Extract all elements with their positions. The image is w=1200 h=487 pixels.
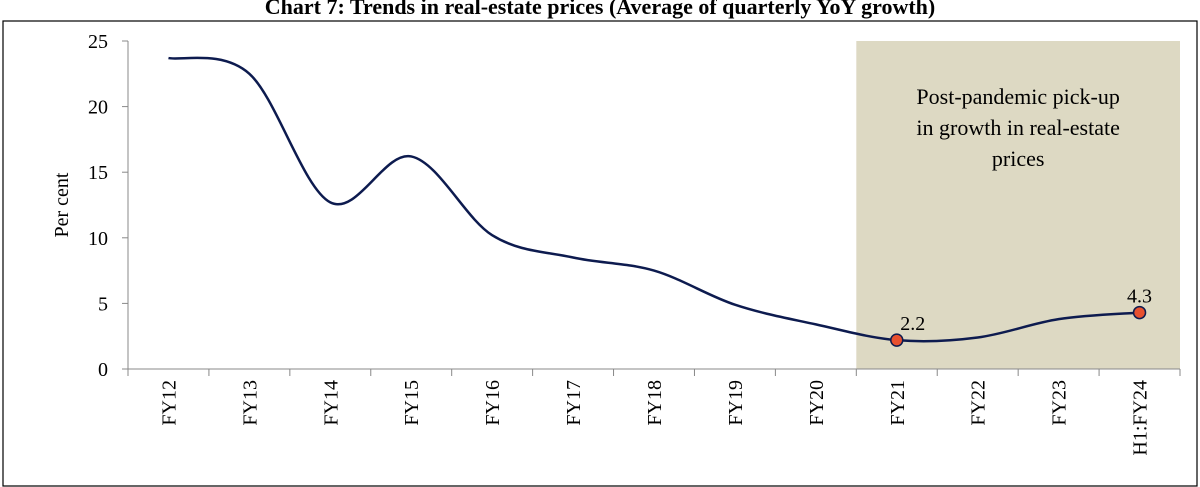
- marker: [1132, 305, 1147, 320]
- x-tick-label: FY20: [806, 380, 828, 426]
- x-tick-label: FY21: [887, 380, 909, 426]
- x-tick-label: FY18: [644, 380, 666, 426]
- line: [168, 56, 1140, 343]
- y-tick-label: 25: [88, 31, 108, 53]
- x-tick-label: H1:FY24: [1130, 380, 1152, 456]
- annotation: Post-pandemic pick-up: [916, 84, 1119, 109]
- y-tick-label: 0: [98, 359, 108, 381]
- x-tick-label: FY14: [320, 380, 342, 426]
- annotation: in growth in real-estate: [916, 115, 1119, 140]
- x-tick-label: FY17: [563, 380, 585, 426]
- chart-frame: [2, 20, 1198, 487]
- y-tick-label: 15: [88, 162, 108, 184]
- x-tick-label: FY16: [482, 380, 504, 426]
- y-tick-label: 10: [88, 228, 108, 250]
- x-tick-label: FY23: [1049, 380, 1071, 426]
- x-tick-label: FY19: [725, 380, 747, 426]
- data-label: 4.3: [1127, 286, 1152, 308]
- x-tick-label: FY22: [968, 380, 990, 426]
- y-tick-label: 20: [88, 97, 108, 119]
- data-label: 2.2: [900, 313, 925, 335]
- marker: [890, 333, 904, 347]
- x-tick-label: FY15: [401, 380, 423, 426]
- x-tick-label: FY13: [239, 380, 261, 426]
- y-tick-label: 5: [98, 293, 108, 315]
- y-axis-label: Per cent: [51, 172, 73, 237]
- x-tick-label: FY12: [158, 380, 180, 426]
- annotation: prices: [992, 146, 1045, 171]
- chart-title: Chart 7: Trends in real-estate prices (A…: [265, 0, 935, 19]
